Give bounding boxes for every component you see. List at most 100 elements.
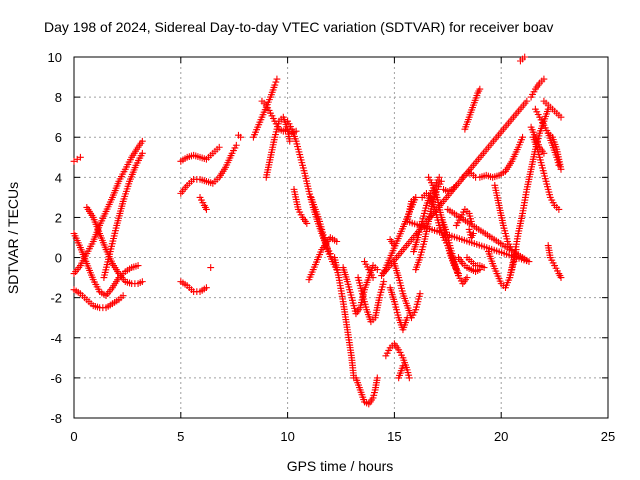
x-axis-label: GPS time / hours: [287, 458, 394, 474]
series-arc-l: [235, 131, 245, 141]
data-point: [134, 262, 142, 269]
y-tick-label-6: 4: [55, 170, 62, 185]
series-arc-ae: [412, 177, 445, 273]
series-arc-ak: [463, 254, 488, 271]
x-tick-label-0: 0: [70, 429, 77, 444]
data-point: [215, 143, 223, 151]
series-arc-ax: [544, 129, 565, 173]
data-point: [557, 165, 565, 173]
series-arc-ay: [540, 97, 565, 121]
series-arc-u: [339, 262, 381, 318]
series-arc-ar: [491, 181, 516, 253]
series-arc-x: [361, 258, 377, 282]
data-point: [232, 141, 240, 149]
plot-border: [73, 56, 609, 419]
data-point: [435, 173, 443, 181]
y-tick-label-7: 6: [55, 130, 62, 145]
data-point: [463, 274, 471, 282]
data-point: [138, 278, 146, 286]
data-point: [119, 292, 127, 300]
series-arc-as: [506, 105, 552, 282]
y-tick-label-1: -6: [50, 371, 62, 386]
data-point: [273, 75, 281, 83]
series-arc-j: [177, 278, 210, 296]
data-point: [373, 266, 381, 273]
series-arc-a: [70, 153, 84, 165]
chart-title: Day 198 of 2024, Sidereal Day-to-day VTE…: [44, 19, 553, 35]
series-arc-i: [196, 193, 210, 213]
data-point: [373, 374, 381, 382]
data-point: [437, 177, 445, 185]
data-point: [476, 266, 484, 273]
y-tick-label-8: 8: [55, 90, 62, 105]
y-tick-label-9: 10: [48, 50, 62, 65]
series-arc-bb: [378, 97, 533, 280]
series-arc-c: [70, 286, 127, 312]
data-point: [237, 133, 245, 141]
series-arc-ap: [476, 133, 526, 181]
series-arc-q: [290, 185, 311, 227]
series-arc-h: [177, 141, 240, 197]
series-arc-z: [386, 284, 411, 334]
data-point: [286, 137, 294, 145]
series-arc-ba: [544, 242, 565, 282]
series-arc-w: [354, 274, 388, 326]
y-axis-label: SDTVAR / TECUs: [5, 182, 21, 294]
data-point: [333, 238, 341, 245]
data-point: [540, 75, 548, 83]
x-tick-label-3: 15: [387, 429, 401, 444]
data-point: [523, 97, 531, 105]
data-point: [480, 264, 488, 271]
data-point: [138, 149, 146, 157]
data-point: [203, 206, 210, 213]
data-point: [519, 133, 526, 141]
x-tick-label-5: 25: [601, 429, 615, 444]
data-point: [416, 290, 424, 298]
data-point: [138, 137, 146, 145]
series-arc-al: [455, 254, 484, 275]
series-arc-at: [517, 53, 529, 65]
x-axis-ticks: 0 5 10 15 20 25: [70, 57, 615, 444]
data-point: [476, 85, 484, 93]
data-point: [203, 284, 210, 292]
data-point: [207, 264, 215, 271]
data-point: [77, 153, 84, 161]
plot-frame: [73, 56, 609, 419]
y-tick-label-2: -4: [50, 331, 62, 346]
series-arc-f: [100, 149, 146, 282]
data-point: [555, 206, 563, 213]
data-point: [303, 220, 311, 227]
data-points: [70, 53, 565, 408]
y-axis-ticks: -8 -6 -4 -2 0 2 4 6 8 10: [48, 50, 608, 426]
grid: [74, 57, 608, 418]
series-arc-k: [207, 264, 215, 271]
data-point: [557, 113, 565, 121]
y-tick-label-3: -2: [50, 291, 62, 306]
series-arc-o: [262, 113, 294, 181]
data-point: [521, 53, 529, 61]
data-point: [540, 149, 548, 157]
x-tick-label-2: 10: [280, 429, 294, 444]
y-tick-label-4: 0: [55, 251, 62, 266]
series-arc-aw: [529, 133, 563, 213]
series-arc-az: [527, 123, 548, 157]
data-point: [399, 362, 407, 370]
x-tick-label-4: 20: [494, 429, 508, 444]
data-point: [271, 81, 279, 89]
data-point: [557, 274, 565, 282]
data-point: [470, 230, 477, 237]
series-arc-au: [527, 75, 548, 101]
series-arc-g: [177, 143, 223, 165]
series-arc-v: [352, 374, 381, 408]
series-arc-y: [382, 340, 413, 382]
x-tick-label-1: 5: [177, 429, 184, 444]
data-point: [380, 278, 388, 286]
series-arc-e: [83, 204, 146, 288]
series-arc-aa: [391, 260, 424, 322]
y-tick-label-0: -8: [50, 411, 62, 426]
data-point: [405, 374, 413, 382]
y-tick-label-5: 2: [55, 210, 62, 225]
series-arc-an: [461, 85, 484, 133]
series-arc-ac: [395, 362, 407, 382]
